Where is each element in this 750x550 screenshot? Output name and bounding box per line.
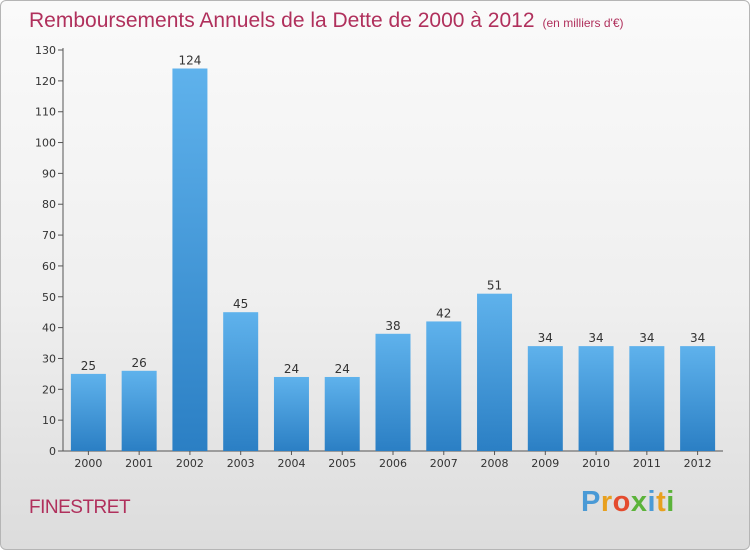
bar-value-label: 24: [335, 362, 350, 376]
y-tick-label: 110: [35, 106, 56, 119]
bar: [477, 293, 513, 451]
bar-value-label: 26: [132, 356, 147, 370]
chart-subtitle: (en milliers d'€): [542, 16, 624, 30]
bar-value-label: 34: [639, 331, 654, 345]
y-tick-label: 40: [42, 322, 56, 335]
y-tick-label: 90: [42, 167, 56, 180]
x-tick-label: 2000: [74, 457, 102, 470]
bar: [70, 373, 106, 451]
y-tick-label: 130: [35, 44, 56, 57]
y-tick-label: 20: [42, 383, 56, 396]
bar-value-label: 34: [538, 331, 553, 345]
y-tick-label: 70: [42, 229, 56, 242]
bar: [680, 346, 716, 451]
bar-value-label: 124: [178, 54, 201, 68]
x-tick-label: 2012: [684, 457, 712, 470]
x-tick-label: 2009: [531, 457, 559, 470]
x-tick-label: 2003: [227, 457, 255, 470]
brand-logo: Proxiti: [581, 486, 675, 518]
y-tick-label: 120: [35, 75, 56, 88]
x-tick-label: 2001: [125, 457, 153, 470]
bar: [324, 376, 360, 451]
bar: [375, 333, 411, 451]
x-tick-label: 2006: [379, 457, 407, 470]
commune-name: FINESTRET: [29, 497, 131, 518]
bar: [172, 68, 208, 451]
x-tick-label: 2004: [277, 457, 305, 470]
bar-value-label: 24: [284, 362, 299, 376]
x-tick-label: 2008: [481, 457, 509, 470]
y-tick-label: 0: [49, 445, 56, 458]
bar: [426, 321, 462, 451]
y-tick-label: 30: [42, 352, 56, 365]
bar: [273, 376, 309, 451]
chart-title-text: Remboursements Annuels de la Dette de 20…: [29, 9, 535, 32]
y-tick-label: 100: [35, 137, 56, 150]
bar-value-label: 34: [690, 331, 705, 345]
x-tick-label: 2007: [430, 457, 458, 470]
bar-value-label: 34: [588, 331, 603, 345]
bar-value-label: 42: [436, 306, 451, 320]
bar: [527, 346, 563, 451]
bar: [629, 346, 665, 451]
bar: [121, 370, 157, 451]
bar-value-label: 45: [233, 297, 248, 311]
y-tick-label: 10: [42, 414, 56, 427]
bar-value-label: 38: [385, 319, 400, 333]
bar: [223, 312, 259, 451]
x-tick-label: 2011: [633, 457, 661, 470]
bar-value-label: 25: [81, 359, 96, 373]
bar: [578, 346, 614, 451]
x-tick-label: 2010: [582, 457, 610, 470]
y-tick-label: 60: [42, 260, 56, 273]
chart-title: Remboursements Annuels de la Dette de 20…: [29, 9, 624, 33]
x-tick-label: 2002: [176, 457, 204, 470]
y-tick-label: 80: [42, 198, 56, 211]
bar-value-label: 51: [487, 279, 502, 293]
y-tick-label: 50: [42, 291, 56, 304]
x-tick-label: 2005: [328, 457, 356, 470]
